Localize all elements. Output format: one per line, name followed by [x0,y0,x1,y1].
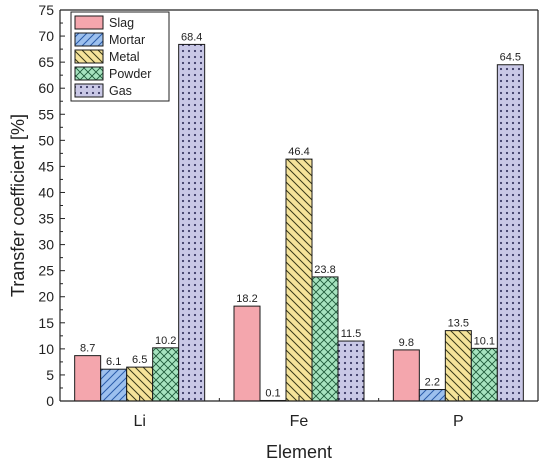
data-label-powder-p: 10.1 [474,335,495,347]
y-tick-label: 15 [38,315,54,331]
legend-label-gas: Gas [109,84,132,98]
legend: Slag Mortar Metal Powder Gas [70,11,170,102]
y-tick-label: 75 [38,2,54,18]
y-tick-label: 70 [38,28,54,44]
y-tick-label: 60 [38,80,54,96]
bar-metal-li [126,366,154,402]
data-label-metal-li: 6.5 [132,354,147,366]
legend-swatch-gas [74,83,104,98]
bar-powder-fe [311,276,339,402]
legend-swatch-powder [74,66,104,81]
data-label-gas-p: 64.5 [500,52,521,64]
data-label-gas-fe: 11.5 [341,328,362,340]
y-tick-label: 30 [38,237,54,253]
y-tick-label: 25 [38,263,54,279]
data-label-slag-fe: 18.2 [236,293,257,305]
legend-label-powder: Powder [109,67,151,81]
x-tick-label-fe: Fe [290,413,309,430]
y-tick-label: 5 [46,367,54,383]
data-label-mortar-li: 6.1 [106,356,121,368]
bar-gas-fe [337,340,365,402]
y-tick-label: 10 [38,341,54,357]
bars-layer [74,43,524,402]
y-tick-label: 20 [38,289,54,305]
y-axis-title: Transfer coefficient [%] [8,114,28,297]
bar-mortar-p [418,389,446,402]
data-label-mortar-fe: 0.1 [265,387,280,399]
bar-powder-p [470,347,498,402]
y-tick-label: 0 [46,393,54,409]
x-axis: Li Fe P [60,9,538,430]
data-label-powder-fe: 23.8 [314,264,335,276]
data-label-slag-li: 8.7 [80,343,95,355]
data-label-slag-p: 9.8 [399,337,414,349]
data-label-metal-fe: 46.4 [288,146,309,158]
x-axis-title: Element [266,442,332,462]
y-axis: 0 5 10 15 20 25 30 35 40 45 50 55 60 65 70 75 [38,2,539,409]
bar-slag-fe [233,305,261,402]
bar-mortar-li [100,368,128,402]
legend-swatch-metal [74,49,104,64]
x-tick-label-li: Li [133,413,145,430]
x-tick-label-p: P [453,413,464,430]
y-tick-label: 65 [38,54,54,70]
legend-label-mortar: Mortar [109,33,145,47]
y-tick-label: 45 [38,158,54,174]
data-label-metal-p: 13.5 [448,318,469,330]
bar-metal-p [444,330,472,402]
legend-label-slag: Slag [109,16,134,30]
data-label-powder-li: 10.2 [155,335,176,347]
data-labels-layer: 8.7 6.1 6.5 10.2 68.4 18.2 0.1 46.4 23.8 11.5 9.8 2… [80,31,521,399]
bar-metal-fe [285,158,313,402]
bar-gas-li [178,43,206,402]
bar-powder-li [152,347,180,402]
bar-slag-li [74,355,102,402]
legend-swatch-mortar [74,32,104,47]
data-label-mortar-p: 2.2 [425,377,440,389]
y-tick-label: 35 [38,211,54,227]
legend-label-metal: Metal [109,50,140,64]
y-tick-label: 55 [38,106,54,122]
data-label-gas-li: 68.4 [181,31,202,43]
y-tick-label: 40 [38,184,54,200]
y-tick-label: 50 [38,132,54,148]
bar-gas-p [496,64,524,402]
legend-swatch-slag [74,15,104,30]
bar-slag-p [392,349,420,402]
